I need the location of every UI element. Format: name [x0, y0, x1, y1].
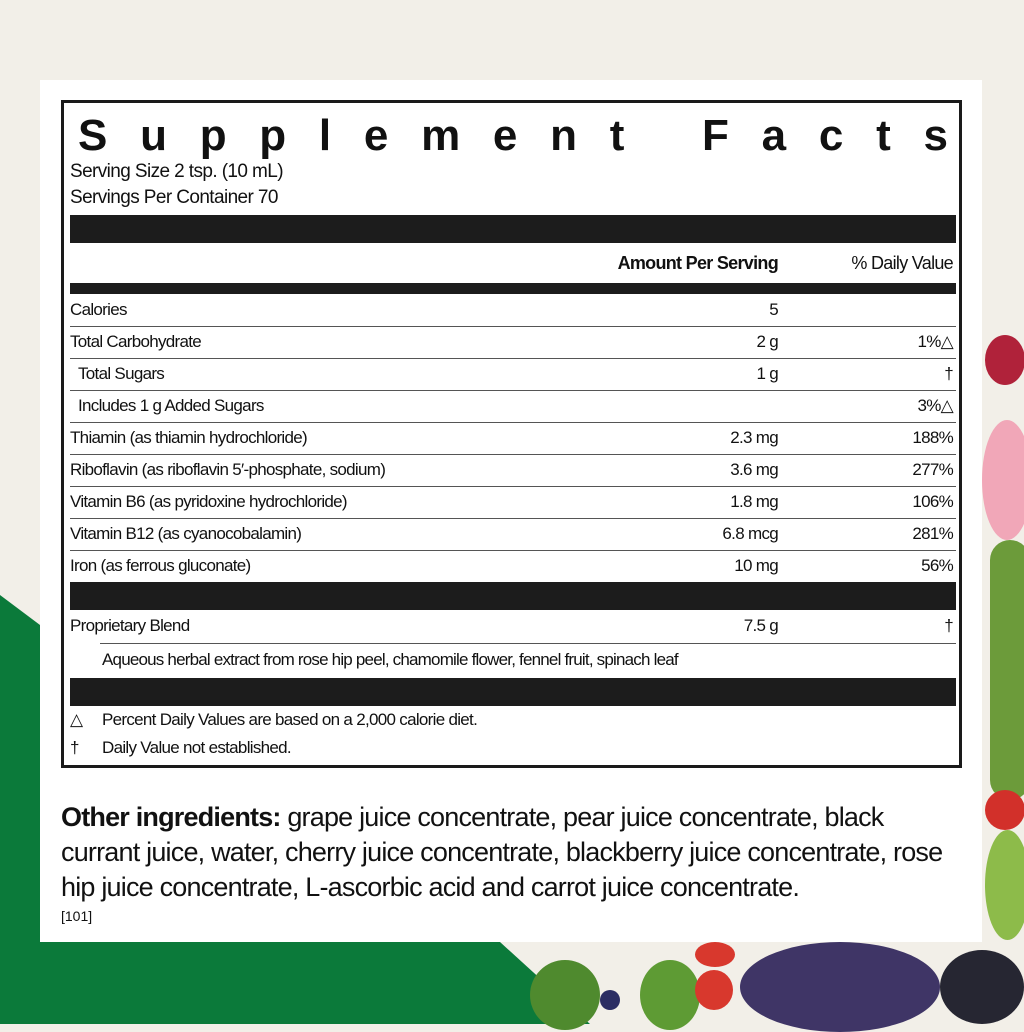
nutrient-name: Thiamin (as thiamin hydrochloride) — [70, 428, 308, 447]
other-ingredients-text: grape juice concentrate, pear juice conc… — [61, 802, 943, 902]
nutrient-name: Includes 1 g Added Sugars — [78, 396, 264, 415]
divider-bar — [70, 678, 956, 706]
nutrient-name: Vitamin B6 (as pyridoxine hydrochloride) — [70, 492, 348, 511]
nutrient-amount: 5 — [769, 300, 778, 319]
nutrient-amount: 2 g — [756, 332, 778, 351]
nutrient-name: Iron (as ferrous gluconate) — [70, 556, 251, 575]
divider-bar — [70, 582, 956, 610]
nutrient-name: Proprietary Blend — [70, 616, 190, 635]
footnote: △ Percent Daily Values are based on a 2,0… — [70, 710, 478, 730]
label-code: [101] — [61, 908, 93, 924]
serving-size: Serving Size 2 tsp. (10 mL) — [70, 161, 284, 182]
nutrient-dv: † — [944, 616, 953, 635]
table-row: Iron (as ferrous gluconate) 10 mg 56% — [70, 551, 956, 582]
table-row: Riboflavin (as riboflavin 5′-phosphate, … — [70, 455, 956, 487]
nutrient-dv: 188% — [912, 428, 953, 447]
nutrient-dv: 106% — [912, 492, 953, 511]
footnote: † Daily Value not established. — [70, 738, 292, 758]
footnote-symbol: † — [70, 738, 79, 757]
nutrient-amount: 10 mg — [734, 556, 778, 575]
other-ingredients: Other ingredients: grape juice concentra… — [61, 800, 951, 905]
nutrient-name: Total Sugars — [78, 364, 165, 383]
table-row: Thiamin (as thiamin hydrochloride) 2.3 mg… — [70, 423, 956, 455]
divider-line — [100, 643, 956, 644]
table-row: Vitamin B6 (as pyridoxine hydrochloride)… — [70, 487, 956, 519]
nutrient-dv: † — [944, 364, 953, 383]
nutrient-amount: 2.3 mg — [730, 428, 778, 447]
other-ingredients-label: Other ingredients: — [61, 802, 281, 832]
blend-description: Aqueous herbal extract from rose hip pee… — [102, 650, 679, 669]
nutrient-amount: 1.8 mg — [730, 492, 778, 511]
table-row: Total Sugars 1 g † — [70, 359, 956, 391]
nutrient-name: Vitamin B12 (as cyanocobalamin) — [70, 524, 302, 543]
nutrient-amount: 6.8 mcg — [722, 524, 778, 543]
nutrient-dv: 3%△ — [917, 396, 953, 415]
nutrient-dv: 1%△ — [917, 332, 953, 351]
amount-header: Amount Per Serving — [617, 253, 779, 273]
footnote-symbol: △ — [70, 710, 83, 729]
dv-header: % Daily Value — [851, 253, 953, 273]
nutrient-dv: 56% — [921, 556, 954, 575]
nutrient-amount: 3.6 mg — [730, 460, 778, 479]
nutrient-dv: 281% — [912, 524, 953, 543]
nutrient-name: Total Carbohydrate — [70, 332, 202, 351]
table-row: Includes 1 g Added Sugars 3%△ — [70, 391, 956, 423]
table-row: Calories 5 — [70, 295, 956, 327]
table-row-blend: Proprietary Blend 7.5 g † — [70, 611, 956, 643]
table-row: Vitamin B12 (as cyanocobalamin) 6.8 mcg 28… — [70, 519, 956, 551]
nutrient-dv: 277% — [912, 460, 953, 479]
nutrient-name: Riboflavin (as riboflavin 5′-phosphate, … — [70, 460, 386, 479]
table-row: Total Carbohydrate 2 g 1%△ — [70, 327, 956, 359]
divider-bar — [70, 215, 956, 243]
footnote-text: Daily Value not established. — [102, 738, 292, 757]
nutrient-name: Calories — [70, 300, 127, 319]
divider-bar — [70, 283, 956, 294]
servings-per-container: Servings Per Container 70 — [70, 187, 278, 208]
nutrient-amount: 7.5 g — [743, 616, 779, 635]
nutrient-amount: 1 g — [756, 364, 778, 383]
footnote-text: Percent Daily Values are based on a 2,00… — [102, 710, 478, 729]
